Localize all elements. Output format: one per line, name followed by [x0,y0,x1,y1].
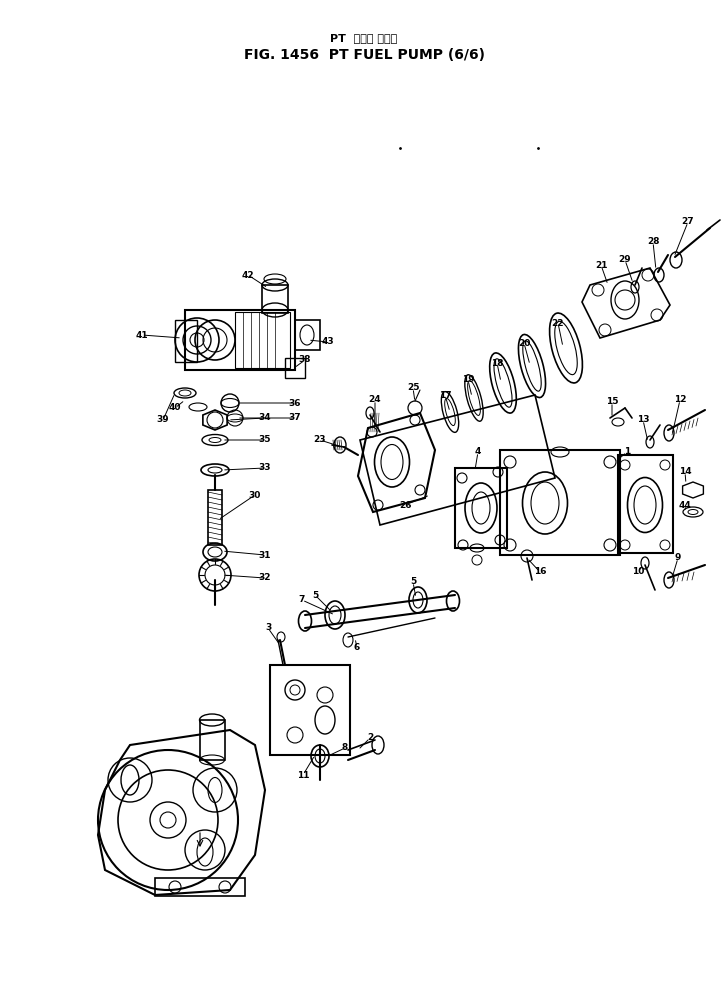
Text: 39: 39 [157,415,169,424]
Text: 41: 41 [136,330,148,339]
Text: 26: 26 [398,500,411,509]
Bar [270,665,350,755]
Text: 17: 17 [438,391,451,400]
Text: 18: 18 [491,358,503,368]
Text: 9: 9 [675,554,681,563]
Text: PT  フェル ポンプ: PT フェル ポンプ [330,33,398,43]
Bar [235,312,290,368]
Bar [285,358,305,378]
Bar [262,285,288,313]
Bar [200,720,225,760]
Text: 19: 19 [462,376,474,385]
Text: 34: 34 [259,413,271,422]
Text: 32: 32 [259,574,271,583]
Text: 44: 44 [678,500,691,509]
Bar [155,878,245,896]
Text: 31: 31 [259,551,271,560]
Text: 5: 5 [312,590,318,599]
Text: 23: 23 [314,435,326,444]
Bar [208,490,222,545]
Text: 21: 21 [595,260,607,269]
Text: 28: 28 [647,237,659,246]
Text: 7: 7 [299,595,305,604]
Bar [175,320,197,362]
Text: 25: 25 [406,384,419,393]
Text: 10: 10 [632,568,644,577]
Text: 1: 1 [624,447,630,457]
Bar [500,450,620,555]
Bar [455,468,507,548]
Bar [618,455,673,553]
Text: 29: 29 [619,255,631,264]
Text: 4: 4 [475,447,481,457]
Text: 42: 42 [241,271,254,280]
Text: 36: 36 [289,399,301,407]
Text: 43: 43 [321,337,334,346]
Bar [295,320,320,350]
Text: 40: 40 [169,404,181,412]
Text: 33: 33 [259,464,271,473]
Text: 35: 35 [259,435,271,444]
Text: 13: 13 [637,415,649,424]
Text: 27: 27 [682,218,694,226]
Text: 24: 24 [369,396,382,405]
Text: 30: 30 [249,491,261,499]
Bar [185,310,295,370]
Text: 15: 15 [606,398,618,406]
Text: 14: 14 [679,468,691,477]
Text: 8: 8 [342,744,348,753]
Text: 37: 37 [289,413,301,422]
Text: 38: 38 [299,355,311,365]
Text: 22: 22 [552,318,564,327]
Text: 16: 16 [534,568,546,577]
Text: 5: 5 [410,578,416,586]
Text: 3: 3 [265,623,271,633]
Text: 6: 6 [354,644,360,653]
Text: 11: 11 [297,770,309,779]
Text: 2: 2 [367,734,373,743]
Text: 12: 12 [674,396,686,405]
Text: 20: 20 [518,338,530,347]
Text: FIG. 1456  PT FUEL PUMP (6/6): FIG. 1456 PT FUEL PUMP (6/6) [244,48,484,62]
